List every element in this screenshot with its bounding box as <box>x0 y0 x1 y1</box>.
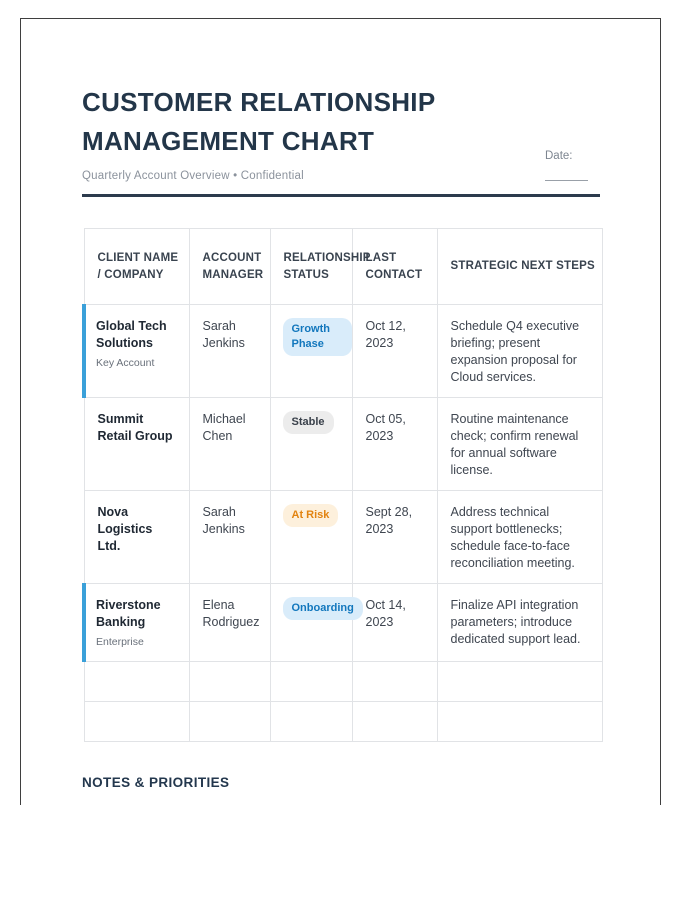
document-header: CUSTOMER RELATIONSHIP MANAGEMENT CHART Q… <box>82 83 600 182</box>
table-header-row: CLIENT NAME / COMPANY ACCOUNT MANAGER RE… <box>83 228 603 305</box>
page-title: CUSTOMER RELATIONSHIP MANAGEMENT CHART <box>82 83 435 161</box>
table-row: Summit Retail Group Michael Chen Stable … <box>83 397 603 491</box>
table-row: Nova Logistics Ltd. Sarah Jenkins At Ris… <box>83 490 603 584</box>
next-steps-cell: Schedule Q4 executive briefing; present … <box>436 304 603 398</box>
document-page: CUSTOMER RELATIONSHIP MANAGEMENT CHART Q… <box>20 18 661 805</box>
empty-cell <box>436 701 603 742</box>
status-badge: Stable <box>282 411 334 434</box>
client-cell: Summit Retail Group <box>83 397 190 491</box>
column-header-manager: ACCOUNT MANAGER <box>188 228 271 305</box>
status-badge: At Risk <box>282 504 339 527</box>
title-block: CUSTOMER RELATIONSHIP MANAGEMENT CHART Q… <box>82 83 435 182</box>
empty-cell <box>351 701 438 742</box>
client-name: Nova Logistics Ltd. <box>97 505 153 553</box>
notes-heading: NOTES & PRIORITIES <box>82 775 230 790</box>
date-field: Date: <box>545 150 588 182</box>
table-row: Global Tech Solutions Key Account Sarah … <box>82 304 603 398</box>
manager-cell: Michael Chen <box>188 397 271 491</box>
status-cell: Onboarding <box>269 583 363 662</box>
page-content: CUSTOMER RELATIONSHIP MANAGEMENT CHART Q… <box>21 19 660 805</box>
last-contact-cell: Sept 28, 2023 <box>351 490 438 584</box>
empty-cell <box>188 701 271 742</box>
client-cell: Nova Logistics Ltd. <box>83 490 190 584</box>
status-badge: Onboarding <box>282 597 363 620</box>
client-tag: Enterprise <box>96 636 144 648</box>
empty-cell <box>436 661 603 702</box>
empty-cell <box>83 661 190 702</box>
client-name: Global Tech Solutions <box>96 319 167 350</box>
empty-table-row <box>83 701 603 742</box>
status-cell: Stable <box>269 397 353 491</box>
next-steps-cell: Routine maintenance check; confirm renew… <box>436 397 603 491</box>
page-title-line2: MANAGEMENT CHART <box>82 126 375 156</box>
client-name: Riverstone Banking <box>96 598 161 629</box>
date-label: Date: <box>545 150 573 162</box>
manager-cell: Sarah Jenkins <box>188 490 271 584</box>
manager-cell: Sarah Jenkins <box>188 304 271 398</box>
last-contact-cell: Oct 14, 2023 <box>351 583 438 662</box>
empty-cell <box>269 701 353 742</box>
column-header-status: RELATIONSHIP STATUS <box>269 228 370 305</box>
status-cell: At Risk <box>269 490 353 584</box>
status-badge: Growth Phase <box>282 318 352 356</box>
status-cell: Growth Phase <box>269 304 353 398</box>
next-steps-cell: Finalize API integration parameters; int… <box>436 583 603 662</box>
header-divider <box>82 194 600 197</box>
empty-cell <box>269 661 353 702</box>
client-tag: Key Account <box>96 357 155 369</box>
page-subtitle: Quarterly Account Overview • Confidentia… <box>82 170 304 182</box>
column-header-next-steps: STRATEGIC NEXT STEPS <box>436 228 603 305</box>
date-fill-line <box>545 167 588 181</box>
crm-table: CLIENT NAME / COMPANY ACCOUNT MANAGER RE… <box>82 228 603 742</box>
empty-table-row <box>83 661 603 702</box>
empty-cell <box>351 661 438 702</box>
table-row: Riverstone Banking Enterprise Elena Rodr… <box>82 583 603 662</box>
client-cell: Global Tech Solutions Key Account <box>82 304 190 398</box>
empty-cell <box>188 661 271 702</box>
client-cell: Riverstone Banking Enterprise <box>82 583 190 662</box>
last-contact-cell: Oct 05, 2023 <box>351 397 438 491</box>
page-title-line1: CUSTOMER RELATIONSHIP <box>82 87 436 117</box>
column-header-last-contact: LAST CONTACT <box>351 228 438 305</box>
column-header-client: CLIENT NAME / COMPANY <box>83 228 190 305</box>
empty-cell <box>83 701 190 742</box>
manager-cell: Elena Rodriguez <box>188 583 271 662</box>
last-contact-cell: Oct 12, 2023 <box>351 304 438 398</box>
client-name: Summit Retail Group <box>97 412 173 443</box>
next-steps-cell: Address technical support bottlenecks; s… <box>436 490 603 584</box>
